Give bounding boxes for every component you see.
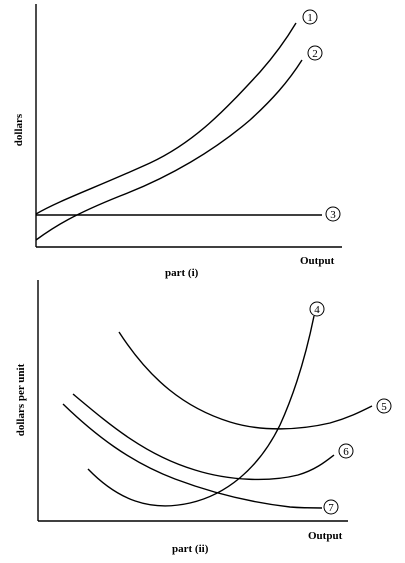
svg-text:4: 4: [314, 304, 320, 316]
marker-6: 6: [338, 443, 354, 459]
svg-text:3: 3: [330, 209, 336, 221]
marker-7: 7: [323, 499, 339, 515]
curve-4: [87, 315, 315, 507]
panel-ii-y-label: dollars per unit: [15, 363, 27, 436]
marker-2: 2: [307, 45, 323, 61]
curve-2: [35, 59, 303, 241]
marker-4: 4: [309, 301, 325, 317]
marker-1: 1: [302, 9, 318, 25]
curve-1: [35, 22, 297, 215]
svg-text:5: 5: [381, 401, 387, 413]
svg-text:6: 6: [343, 446, 349, 458]
panel-i: dollars Output part (i) 1 2 3: [13, 4, 342, 279]
panel-i-x-label: Output: [300, 255, 335, 267]
panel-ii-caption: part (ii): [172, 543, 209, 555]
curve-6: [72, 393, 335, 481]
panel-i-caption: part (i): [165, 267, 199, 279]
svg-text:2: 2: [312, 48, 318, 60]
panel-ii: dollars per unit Output part (ii) 4 5 6 …: [15, 280, 392, 555]
marker-5: 5: [376, 398, 392, 414]
panel-i-y-label: dollars: [13, 113, 25, 146]
curve-5: [118, 331, 373, 430]
curve-7: [62, 403, 323, 509]
svg-text:7: 7: [328, 502, 334, 514]
svg-text:1: 1: [307, 12, 313, 24]
marker-3: 3: [325, 206, 341, 222]
panel-ii-x-label: Output: [308, 530, 343, 542]
